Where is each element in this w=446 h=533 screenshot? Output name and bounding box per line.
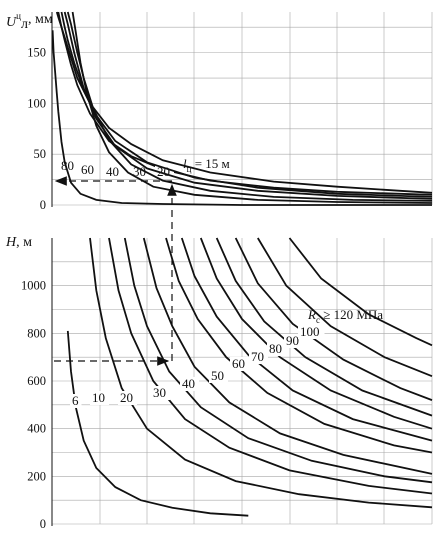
y-axis-title: Uцл, мм	[6, 11, 53, 32]
series-line-70	[199, 237, 433, 430]
series-line-30	[60, 11, 433, 198]
y-tick-label: 150	[27, 46, 46, 60]
curve-label-20: 20	[120, 390, 133, 405]
data-label-bg	[104, 165, 123, 179]
series-line-120	[288, 237, 433, 347]
y-tick-label: 600	[27, 374, 46, 388]
parameter-label: lц = 15 м	[183, 156, 230, 174]
data-label-bg	[70, 394, 82, 408]
series-line-edge	[51, 30, 432, 206]
y-tick-label: 100	[27, 96, 46, 110]
curve-label-50: 50	[211, 368, 224, 383]
curve-label-40: 40	[182, 376, 195, 391]
curve-label-80: 80	[269, 341, 282, 356]
series-line-20	[108, 237, 433, 495]
series-line-100	[257, 237, 433, 378]
curve-label-100: 100	[300, 324, 320, 339]
data-label-bg	[131, 165, 150, 179]
data-label-bg	[90, 391, 109, 405]
y-tick-label: 1000	[21, 279, 46, 293]
curve-label-40: 40	[106, 164, 119, 179]
curve-label-70: 70	[251, 349, 264, 364]
y-tick-label: 800	[27, 326, 46, 340]
series-line-60	[180, 237, 433, 442]
series-line-90	[234, 237, 433, 401]
y-tick-label: 50	[34, 147, 47, 161]
data-label-bg	[59, 159, 78, 173]
data-label-bg	[249, 350, 268, 364]
data-label-bg	[118, 391, 137, 405]
curve-label-6: 6	[72, 393, 79, 408]
curve-label-30: 30	[153, 385, 166, 400]
curve-label-10: 10	[92, 390, 105, 405]
data-label-bg	[267, 342, 286, 356]
y-tick-label: 0	[40, 198, 46, 212]
series-line-60	[66, 11, 433, 202]
series-line-80	[71, 11, 433, 204]
series-line-6	[66, 330, 249, 517]
data-label-bg	[209, 369, 228, 383]
series-line-40	[142, 237, 433, 475]
curve-label-60: 60	[81, 162, 94, 177]
parameter-label: Rс ≥ 120 МПа	[307, 307, 383, 325]
data-label-bg	[298, 325, 325, 339]
curve-label-60: 60	[232, 356, 245, 371]
y-axis-title: H, м	[5, 235, 32, 250]
series-line-50	[165, 237, 433, 454]
y-tick-label: 200	[27, 469, 46, 483]
y-tick-label: 0	[40, 517, 46, 531]
curve-label-90: 90	[286, 333, 299, 348]
y-tick-label: 400	[27, 422, 46, 436]
series-line-30	[123, 237, 433, 484]
data-label-bg	[230, 357, 249, 371]
data-label-bg	[79, 163, 98, 177]
series-line-10	[89, 237, 433, 509]
data-label-bg	[180, 377, 199, 391]
data-label-bg	[151, 386, 170, 400]
